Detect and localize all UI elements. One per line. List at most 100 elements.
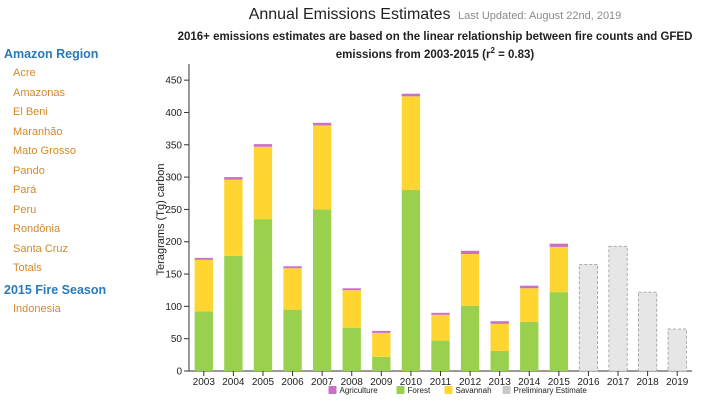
region-link-maranh-o[interactable]: Maranhão: [13, 125, 63, 138]
region-link-acre[interactable]: Acre: [13, 67, 36, 79]
x-tick-label-2009: 2009: [370, 377, 393, 388]
title-row: Annual Emissions Estimates Last Updated:…: [150, 6, 720, 24]
bar-agriculture-2012: [460, 250, 480, 255]
season-link-indonesia[interactable]: Indonesia: [13, 302, 61, 315]
bar-forest-2008: [342, 327, 361, 371]
x-tick-label-2013: 2013: [489, 377, 512, 388]
bar-savannah-2004: [224, 179, 243, 256]
x-tick-label-2011: 2011: [430, 377, 452, 388]
bar-forest-2005: [253, 219, 273, 371]
sidebar: Amazon Region Acre Amazonas El Beni Maranhã…: [0, 44, 150, 319]
bar-savannah-2007: [312, 125, 332, 210]
x-tick-label-2014: 2014: [518, 377, 541, 388]
region-link-par-[interactable]: Pará: [13, 184, 37, 196]
y-tick-label-350: 350: [165, 140, 182, 151]
x-tick-label-2004: 2004: [222, 377, 245, 388]
bar-agriculture-2003: [194, 257, 213, 260]
legend-swatch-forest: [396, 386, 405, 394]
bar-forest-2011: [431, 340, 450, 371]
region-link-peru[interactable]: Peru: [13, 203, 37, 216]
bar-preliminary-2016: [578, 263, 599, 372]
legend-label-preliminary-estimate: Preliminary Estimate: [514, 386, 588, 395]
bar-forest-2007: [312, 209, 332, 371]
x-tick-label-2015: 2015: [548, 377, 571, 388]
x-tick-label-2018: 2018: [636, 377, 659, 388]
subtitle-superscript: 2: [490, 46, 495, 55]
legend-swatch-savannah: [444, 386, 453, 394]
x-tick-label-2012: 2012: [459, 377, 482, 388]
bar-savannah-2011: [431, 314, 450, 341]
chart-subtitle: 2016+ emissions estimates are based on t…: [150, 30, 720, 62]
bar-savannah-2006: [283, 268, 302, 310]
chart-header: Annual Emissions Estimates Last Updated:…: [150, 6, 720, 62]
bar-agriculture-2007: [312, 122, 332, 126]
bar-forest-2013: [490, 350, 509, 371]
legend-label-savannah: Savannah: [456, 386, 492, 395]
bar-agriculture-2005: [253, 144, 273, 147]
y-tick-label-50: 50: [171, 334, 183, 345]
x-tick-label-2007: 2007: [311, 377, 334, 388]
bar-savannah-2015: [549, 246, 569, 293]
bar-agriculture-2010: [401, 93, 421, 97]
region-link-rond-nia[interactable]: Rondônia: [13, 223, 61, 235]
region-link-santa-cruz[interactable]: Santa Cruz: [13, 242, 69, 255]
bar-forest-2003: [194, 311, 213, 371]
y-axis-title: Teragrams (Tg) carbon: [155, 164, 167, 276]
y-tick-label-150: 150: [165, 270, 182, 281]
y-tick-label-200: 200: [165, 237, 182, 248]
bar-forest-2014: [520, 321, 539, 371]
bar-agriculture-2011: [431, 312, 450, 315]
bar-agriculture-2004: [224, 177, 243, 180]
bar-savannah-2014: [520, 288, 539, 322]
bar-savannah-2009: [372, 332, 391, 357]
x-tick-label-2005: 2005: [252, 377, 275, 388]
y-tick-label-300: 300: [165, 173, 182, 184]
page-title: Annual Emissions Estimates: [248, 6, 451, 23]
bar-agriculture-2015: [549, 243, 569, 247]
x-tick-label-2016: 2016: [577, 377, 600, 388]
x-tick-label-2008: 2008: [341, 377, 364, 388]
y-tick-label-400: 400: [165, 108, 182, 119]
y-tick-label-0: 0: [176, 367, 182, 378]
bar-agriculture-2013: [490, 321, 509, 324]
bar-savannah-2008: [342, 290, 361, 328]
legend-label-agriculture: Agriculture: [340, 386, 379, 395]
x-tick-label-2017: 2017: [607, 377, 630, 388]
bar-savannah-2005: [253, 146, 273, 220]
bar-savannah-2012: [460, 254, 480, 306]
bar-agriculture-2006: [283, 266, 302, 269]
bar-forest-2006: [283, 309, 302, 371]
bar-savannah-2003: [194, 259, 213, 312]
amazon-region-heading: Amazon Region: [4, 47, 99, 61]
bar-forest-2012: [460, 305, 480, 371]
fire-season-heading: 2015 Fire Season: [4, 282, 107, 297]
bar-preliminary-2018: [638, 291, 658, 372]
bar-agriculture-2014: [520, 285, 539, 289]
season-list: Indonesia: [0, 300, 150, 320]
x-tick-label-2019: 2019: [666, 377, 689, 388]
y-tick-label-450: 450: [165, 76, 182, 87]
region-link-mato-grosso[interactable]: Mato Grosso: [13, 145, 76, 157]
subtitle-text: 2016+ emissions estimates are based on t…: [177, 31, 693, 61]
bar-preliminary-2017: [608, 245, 628, 372]
bar-preliminary-2019: [667, 328, 687, 372]
y-tick-label-100: 100: [165, 302, 182, 313]
region-link-amazonas[interactable]: Amazonas: [13, 86, 65, 99]
bar-savannah-2010: [401, 96, 421, 191]
legend-swatch-agriculture: [328, 386, 337, 394]
bar-forest-2010: [401, 190, 421, 371]
x-tick-label-2003: 2003: [193, 377, 216, 388]
bar-forest-2015: [549, 292, 569, 371]
bar-forest-2004: [224, 255, 243, 371]
region-list: Acre Amazonas El Beni Maranhão Mato Grosso Pa…: [0, 64, 150, 279]
y-tick-label-250: 250: [165, 205, 182, 216]
last-updated-text: Last Updated: August 22nd, 2019: [458, 10, 622, 22]
subtitle-tail: = 0.83): [494, 48, 535, 61]
x-tick-label-2006: 2006: [281, 377, 304, 388]
bar-savannah-2013: [490, 323, 509, 351]
region-link-pando[interactable]: Pando: [13, 164, 45, 177]
region-link-totals[interactable]: Totals: [13, 262, 42, 274]
legend-swatch-preliminary-estimate: [502, 386, 511, 394]
region-link-el-beni[interactable]: El Beni: [13, 106, 48, 118]
bar-agriculture-2009: [372, 330, 391, 333]
